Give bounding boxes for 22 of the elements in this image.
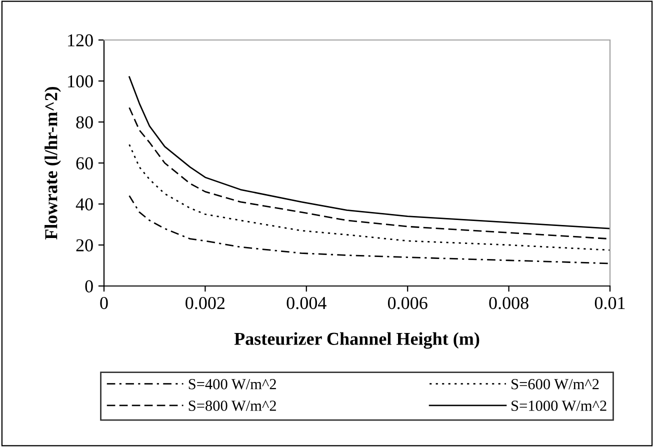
x-tick-label: 0 bbox=[100, 296, 108, 310]
y-tick-label: 40 bbox=[76, 198, 93, 210]
line-series bbox=[128, 195, 610, 264]
legend-label: S=600 W/m^2 bbox=[512, 379, 599, 390]
x-tick-label: 0.008 bbox=[489, 296, 528, 310]
y-tick-label: 80 bbox=[76, 116, 93, 128]
line-series bbox=[128, 144, 610, 251]
x-tick-label: 0.006 bbox=[388, 296, 428, 310]
y-tick-label: 60 bbox=[76, 157, 93, 170]
y-tick-label: 20 bbox=[76, 239, 93, 252]
y-tick-label: 100 bbox=[68, 75, 93, 88]
legend-label: S=1000 W/m^2 bbox=[512, 400, 606, 411]
line-series bbox=[128, 76, 610, 230]
x-tick-label: 0.002 bbox=[186, 296, 225, 310]
x-tick-label: 0.004 bbox=[286, 296, 326, 310]
y-tick-label: 0 bbox=[85, 280, 93, 292]
y-tick-label: 120 bbox=[68, 34, 93, 46]
x-axis-title: Pasteurizer Channel Height (m) bbox=[234, 332, 480, 349]
y-axis-title: Flowrate (l/hr-m^2) bbox=[44, 86, 61, 240]
x-tick-label: 0.01 bbox=[594, 296, 625, 310]
legend-label: S=400 W/m^2 bbox=[188, 379, 276, 390]
legend-label: S=800 W/m^2 bbox=[188, 400, 276, 411]
